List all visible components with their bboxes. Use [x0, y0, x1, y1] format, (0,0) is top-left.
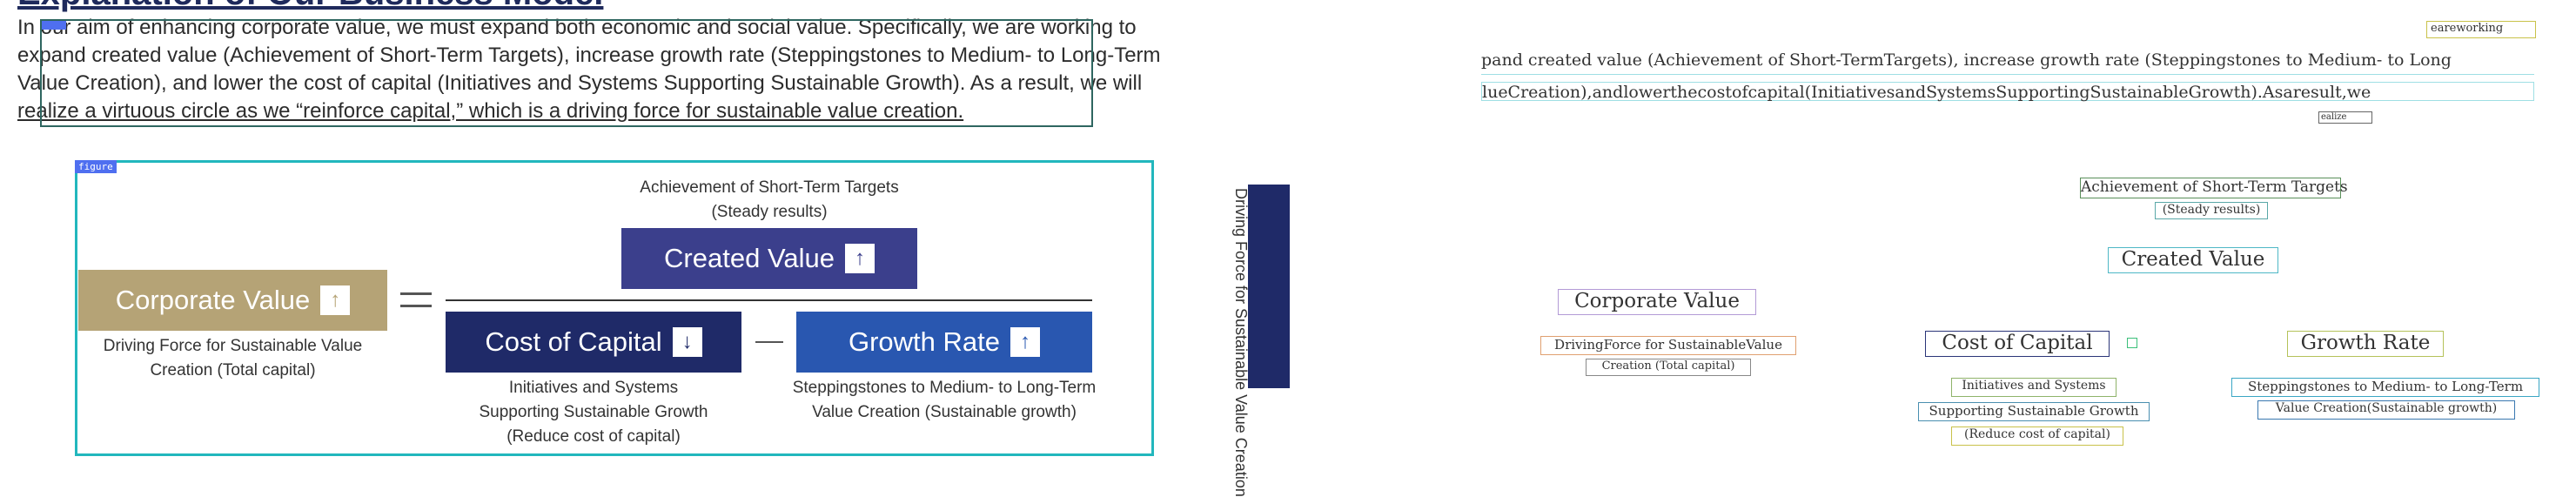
created-value-box: Created Value ↑ — [621, 228, 917, 289]
created-value-label: Created Value — [664, 243, 835, 273]
ocr-line: lueCreation),andlowerthecostofcapital(In… — [1481, 82, 2534, 102]
ocr-marker — [2127, 338, 2137, 348]
ocr-cost-of-capital: Cost of Capital — [1925, 331, 2110, 357]
ocr-steady: (Steady results) — [2155, 202, 2268, 219]
arrow-down-icon: ↓ — [672, 327, 702, 357]
minus-sign — [755, 341, 783, 343]
ocr-corporate-value: Corporate Value — [1558, 289, 1756, 315]
cost-of-capital-label: Cost of Capital — [485, 326, 662, 357]
ocr-reduce: (Reduce cost of capital) — [1951, 426, 2123, 446]
corporate-value-label: Corporate Value — [115, 285, 311, 315]
arrow-up-icon: ↑ — [1010, 327, 1040, 357]
ocr-driving-force: DrivingForce for SustainableValue — [1540, 336, 1796, 355]
ocr-initiatives: Initiatives and Systems — [1951, 378, 2116, 397]
ocr-creation-total: Creation (Total capital) — [1586, 359, 1751, 376]
side-bar — [1248, 185, 1290, 388]
growth-rate-caption: Steppingstones to Medium- to Long-Term V… — [770, 376, 1118, 425]
fraction-line — [446, 299, 1092, 301]
growth-rate-box: Growth Rate ↑ — [796, 312, 1092, 373]
arrow-up-icon: ↑ — [320, 285, 351, 315]
caption-line: Achievement of Short-Term Targets — [640, 178, 899, 197]
corporate-value-box: Corporate Value ↑ — [78, 270, 387, 331]
cost-of-capital-caption: Initiatives and Systems Supporting Susta… — [419, 376, 768, 449]
label-chip — [42, 21, 66, 30]
ocr-growth-rate: Growth Rate — [2287, 331, 2444, 357]
corporate-value-caption: Driving Force for Sustainable Value Crea… — [70, 334, 396, 383]
created-value-caption: Achievement of Short-Term Targets (Stead… — [534, 176, 1004, 225]
paragraph-line: realize a virtuous circle as we “reinfor… — [17, 99, 964, 123]
arrow-up-icon: ↑ — [844, 244, 875, 273]
caption-line: Initiatives and Systems — [508, 379, 679, 397]
ocr-tag: eareworking — [2426, 21, 2536, 38]
ocr-tag: ealize — [2318, 111, 2372, 124]
ocr-created-value: Created Value — [2108, 247, 2278, 273]
paragraph-line: Value Creation), and lower the cost of c… — [17, 71, 1143, 95]
ocr-steppingstones: Steppingstones to Medium- to Long-Term — [2231, 378, 2539, 397]
section-heading: Explanation of Our Business Model — [17, 0, 603, 13]
caption-line: Steppingstones to Medium- to Long-Term — [792, 379, 1097, 397]
equals-sign — [400, 292, 432, 295]
ocr-line: pand created value (Achievement of Short… — [1481, 50, 2534, 75]
caption-line: Creation (Total capital) — [150, 361, 316, 379]
ocr-supporting: Supporting Sustainable Growth — [1918, 402, 2150, 421]
caption-line: Driving Force for Sustainable Value — [103, 337, 363, 355]
ocr-achievement: Achievement of Short-Term Targets — [2080, 178, 2348, 198]
growth-rate-label: Growth Rate — [848, 326, 1000, 357]
caption-line: (Reduce cost of capital) — [506, 427, 681, 446]
ocr-value-creation: Value Creation(Sustainable growth) — [2257, 400, 2515, 420]
paragraph-detection-box — [40, 19, 1093, 127]
figure-tag: figure — [75, 160, 117, 173]
caption-line: Supporting Sustainable Growth — [479, 403, 708, 421]
caption-line: (Steady results) — [711, 203, 828, 221]
side-label: Driving Force for Sustainable Value Crea… — [1232, 188, 1250, 497]
figure-detection-box — [75, 160, 1154, 456]
paragraph-line: expand created value (Achievement of Sho… — [17, 44, 1161, 67]
cost-of-capital-box: Cost of Capital ↓ — [446, 312, 741, 373]
caption-line: Value Creation (Sustainable growth) — [812, 403, 1077, 421]
equals-sign — [400, 305, 432, 307]
